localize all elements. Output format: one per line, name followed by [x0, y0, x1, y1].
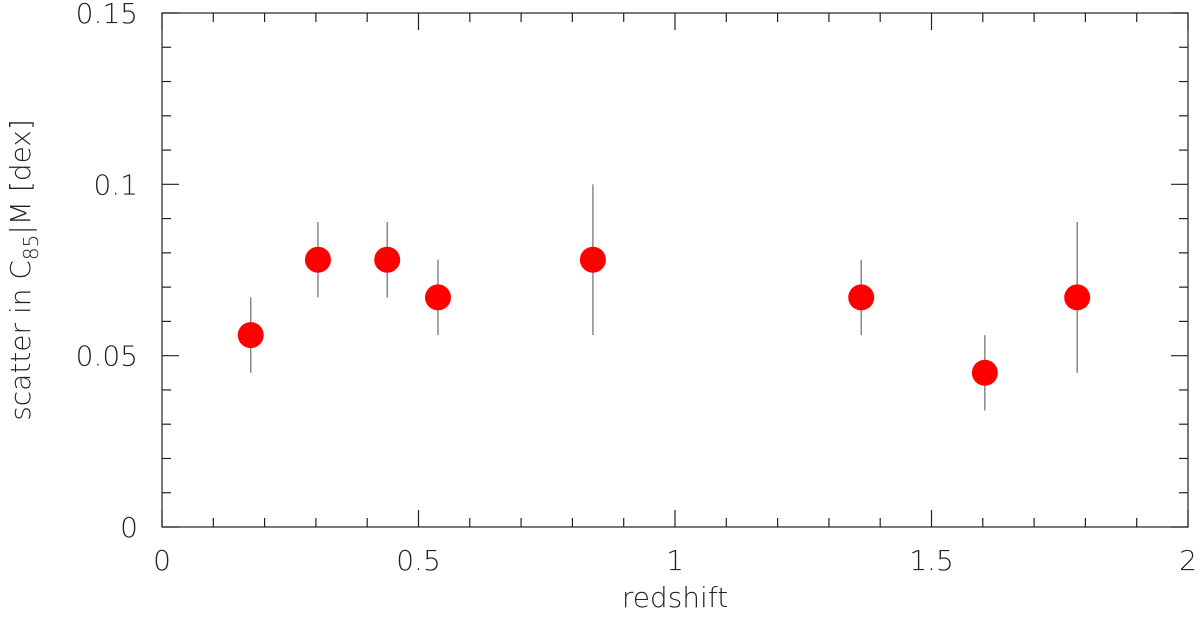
y-tick-label: 0.05	[76, 340, 138, 373]
y-label-sub: 85	[19, 235, 43, 260]
point	[848, 284, 875, 311]
point	[424, 284, 451, 311]
y-label-end: |M [dex]	[4, 119, 37, 234]
x-tick-label: 0.5	[396, 544, 441, 577]
x-tick-label: 0	[153, 544, 171, 577]
y-tick-label: 0.15	[76, 0, 138, 30]
x-axis-label: redshift	[622, 581, 728, 614]
y-axis-label: scatter in C85|M [dex]	[4, 119, 43, 421]
x-tick-label: 1.5	[909, 544, 954, 577]
y-label-start: scatter in C	[4, 260, 37, 421]
x-tick-label: 1	[666, 544, 684, 577]
point	[971, 359, 998, 386]
y-tick-label: 0.1	[93, 168, 138, 201]
y-tick-label: 0	[120, 511, 138, 544]
point	[237, 322, 264, 349]
point	[579, 246, 606, 273]
point	[304, 246, 331, 273]
x-tick-label: 2	[1179, 544, 1197, 577]
point	[1064, 284, 1091, 311]
point	[374, 246, 401, 273]
